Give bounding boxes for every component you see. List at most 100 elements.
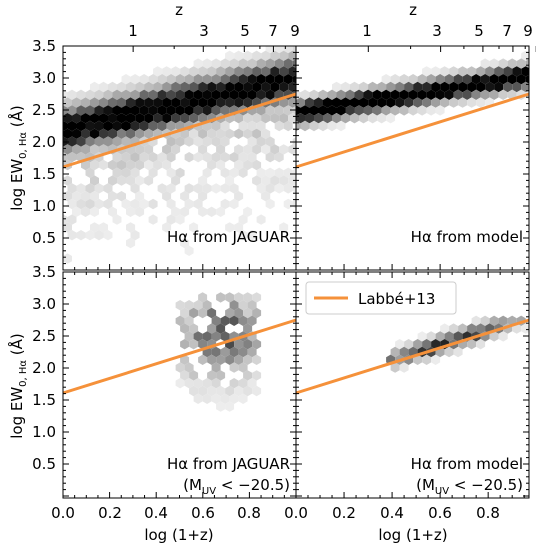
- hexbin-cell: [234, 81, 244, 93]
- hexbin-cell: [413, 354, 423, 365]
- hexbin-cell: [153, 97, 163, 108]
- hexbin-cell: [318, 105, 328, 116]
- hexbin-cell: [108, 175, 117, 186]
- hexbin-cell: [431, 81, 441, 93]
- hexbin-cell: [211, 393, 221, 404]
- hexbin-cell: [144, 97, 154, 108]
- hexbin-cell: [238, 74, 248, 85]
- hexbin-cell: [81, 128, 90, 139]
- hexbin-cell: [99, 159, 108, 171]
- hexbin-cell: [211, 74, 221, 85]
- hexbin-cell: [108, 128, 117, 139]
- hexbin-cell: [314, 97, 323, 108]
- hexbin-cell: [494, 81, 504, 93]
- hexbin-cell: [300, 89, 310, 100]
- hexbin-cell: [440, 323, 450, 334]
- hexbin-cell: [207, 97, 217, 108]
- hexbin-cell: [476, 97, 486, 108]
- hexbin-cell: [229, 300, 239, 311]
- panel-frame-top-right: [295, 45, 530, 271]
- x-tick-label: 0.0: [284, 504, 308, 522]
- hexbin-cell: [112, 136, 122, 147]
- hexbin-cell: [207, 307, 217, 319]
- hexbin-cell: [274, 183, 284, 194]
- hexbin-cell: [252, 370, 262, 381]
- hexbin-cell: [135, 81, 145, 93]
- hexbin-cell: [126, 175, 136, 186]
- y-tick-label: 1.0: [32, 423, 56, 441]
- hexbin-cell: [247, 152, 257, 163]
- hexbin-cell: [256, 167, 266, 178]
- hexbin-cell: [193, 58, 203, 69]
- hexbin-cell: [108, 206, 117, 217]
- hexbin-cell: [229, 167, 239, 178]
- hexbin-cell: [162, 222, 172, 233]
- hexbin-cell: [162, 97, 172, 108]
- hexbin-cell: [211, 120, 221, 132]
- hexbin-cell: [130, 230, 140, 241]
- hexbin-cell: [283, 105, 293, 116]
- hexbin-cell: [211, 152, 221, 163]
- top-tick-label: 3: [199, 22, 209, 40]
- hexbin-cell: [234, 292, 244, 303]
- hexbin-cell: [422, 339, 432, 350]
- hexbin-cell: [126, 113, 136, 124]
- hexbin-cell: [220, 74, 230, 85]
- hexbin-cell: [345, 89, 355, 100]
- hexbin-cell: [193, 89, 203, 100]
- hexbin-cell: [144, 113, 154, 124]
- hexbin-cell: [243, 339, 253, 350]
- hexbin-cell: [166, 74, 176, 85]
- hexbin-cell: [67, 198, 77, 210]
- hexbin-cell: [476, 81, 486, 93]
- hexbin-cell: [202, 378, 212, 389]
- hexbin-cell: [431, 354, 441, 365]
- hexbin-cell: [390, 89, 400, 100]
- hexbin-cell: [72, 144, 81, 155]
- hexbin-cell: [148, 152, 158, 163]
- hexbin-cell: [112, 105, 122, 116]
- hexbin-cell: [453, 89, 463, 100]
- panel-label-bottom-left-cut: (MUV < −20.5): [183, 476, 290, 497]
- hexbin-cell: [184, 89, 194, 100]
- hexbin-cell: [193, 183, 203, 194]
- hexbin-cell: [99, 128, 108, 139]
- hexbin-cell: [126, 81, 136, 93]
- hexbin-cell: [336, 105, 346, 116]
- hexbin-cell: [323, 113, 332, 124]
- y-tick-label: 2.0: [32, 133, 56, 151]
- hexbin-cell: [252, 354, 262, 365]
- hexbin-cell: [216, 354, 226, 365]
- top-tick-label: 5: [474, 22, 484, 40]
- hexbin-cell: [336, 120, 346, 132]
- hexbin-cell: [252, 66, 262, 77]
- hexbin-cell: [85, 198, 95, 210]
- hexbin-cell: [283, 167, 293, 178]
- hexbin-cell: [390, 74, 400, 85]
- hexbin-cell: [243, 354, 253, 365]
- hexbin-cell: [162, 81, 172, 93]
- hexbin-cell: [247, 58, 257, 69]
- hexbin-cell: [207, 159, 217, 171]
- hexbin-cell: [108, 97, 117, 108]
- hexbin-cell: [426, 89, 436, 100]
- hexbin-density-bottom-left: [175, 292, 262, 412]
- hexbin-cell: [108, 81, 117, 93]
- hexbin-cell: [234, 113, 244, 124]
- hexbin-cell: [121, 105, 131, 116]
- hexbin-cell: [112, 89, 122, 100]
- hexbin-cell: [180, 339, 190, 350]
- hexbin-cell: [198, 144, 208, 155]
- hexbin-cell: [193, 198, 203, 210]
- hexbin-cell: [220, 136, 230, 147]
- hexbin-cell: [171, 175, 181, 186]
- hexbin-cell: [261, 144, 271, 155]
- hexbin-cell: [216, 144, 226, 155]
- hexbin-cell: [198, 66, 208, 77]
- hexbin-cell: [498, 58, 508, 69]
- hexbin-cell: [184, 315, 194, 326]
- reference-line-labbe: [62, 318, 297, 395]
- hexbin-cell: [211, 58, 221, 69]
- hexbin-cell: [148, 167, 158, 178]
- top-tick-label: 5: [240, 22, 250, 40]
